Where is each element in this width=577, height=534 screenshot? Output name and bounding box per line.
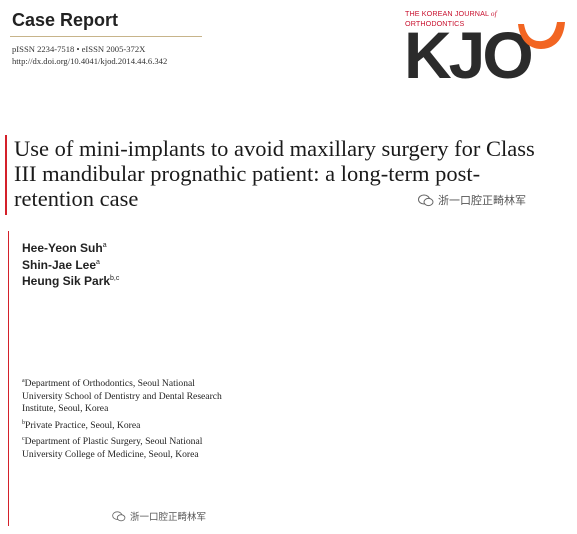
journal-name: THE KOREAN JOURNAL of ORTHODONTICS [405, 9, 497, 28]
wechat-icon [112, 510, 126, 521]
affiliation: bPrivate Practice, Seoul, Korea [22, 419, 141, 431]
author-name: Hee-Yeon Suha [22, 241, 107, 255]
kjo-logo: KJO [404, 18, 565, 82]
header-divider [10, 36, 202, 37]
smile-swoosh-icon [518, 22, 565, 49]
wechat-icon [418, 194, 434, 206]
journal-name-of: of [490, 10, 497, 18]
author-list: Hee-Yeon Suha Shin-Jae Leea Heung Sik Pa… [22, 240, 119, 290]
journal-name-line2: ORTHODONTICS [405, 19, 465, 28]
watermark: 浙一口腔正畸林军 [112, 509, 206, 523]
watermark: 浙一口腔正畸林军 [418, 192, 526, 208]
kjo-logo-text: KJO [404, 18, 531, 82]
affiliation: aDepartment of Orthodontics, Seoul Natio… [22, 377, 222, 414]
article-title: Use of mini-implants to avoid maxillary … [14, 136, 535, 211]
section-label: Case Report [12, 10, 119, 30]
doi-link[interactable]: http://dx.doi.org/10.4041/kjod.2014.44.6… [12, 56, 168, 66]
author-name: Shin-Jae Leea [22, 257, 100, 272]
author-name: Heung Sik Parkb,c [22, 274, 120, 288]
watermark-text: 浙一口腔正畸林军 [130, 512, 207, 523]
watermark-text: 浙一口腔正畸林军 [438, 195, 526, 207]
journal-name-line1: THE KOREAN JOURNAL [405, 9, 489, 18]
affiliation: cDepartment of Plastic Surgery, Seoul Na… [22, 435, 203, 460]
issn-line: pISSN 2234-7518 • eISSN 2005-372X [12, 44, 146, 54]
title-accent-bar [5, 135, 7, 215]
affiliation-list: aDepartment of Orthodontics, Seoul Natio… [22, 378, 222, 465]
author-accent-bar [8, 231, 9, 526]
